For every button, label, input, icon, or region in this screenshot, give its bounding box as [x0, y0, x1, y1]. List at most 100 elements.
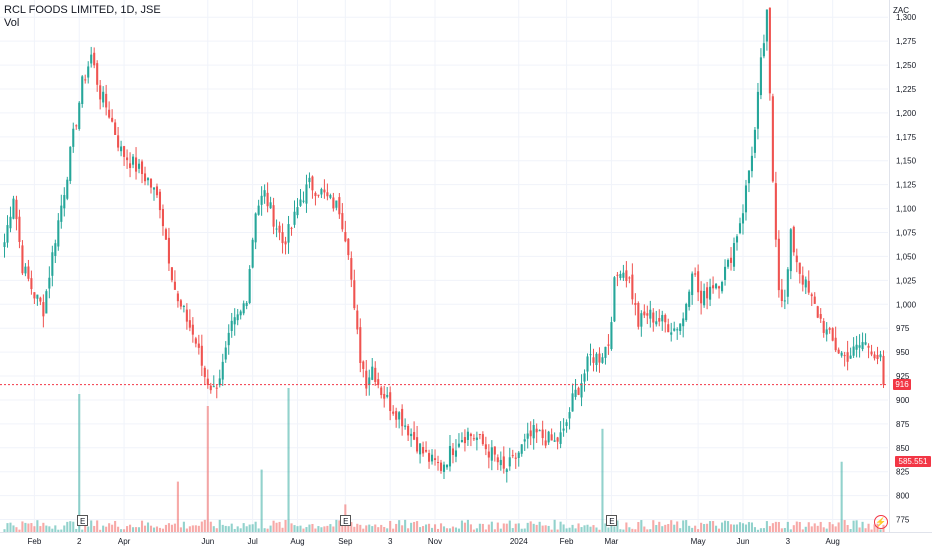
volume-bar — [637, 522, 640, 532]
volume-bar — [517, 523, 520, 532]
candle-body — [371, 366, 374, 380]
volume-label[interactable]: Vol — [4, 17, 20, 29]
candle-body — [607, 344, 610, 346]
volume-bar — [143, 525, 147, 532]
symbol-title[interactable]: RCL FOODS LIMITED, 1D, JSE — [4, 4, 161, 16]
candle-body — [840, 352, 843, 356]
candle-body — [765, 9, 768, 42]
candle-body — [703, 291, 706, 306]
y-tick-label: 925 — [896, 372, 910, 381]
volume-bar — [445, 528, 449, 532]
volume-bar — [224, 525, 227, 532]
candle-body — [547, 431, 550, 443]
volume-bar — [469, 524, 472, 532]
volume-bar — [493, 529, 496, 532]
volume-bar — [852, 520, 855, 532]
candle-body — [137, 163, 141, 169]
volume-bar — [646, 529, 649, 532]
volume-bar — [57, 529, 60, 532]
y-tick-label: 1,200 — [896, 109, 917, 118]
volume-bar — [783, 527, 786, 532]
candle-body — [723, 266, 727, 280]
volume-bar — [326, 525, 329, 532]
candle-body — [852, 346, 855, 356]
y-tick-label: 825 — [896, 468, 910, 477]
volume-bar — [54, 525, 57, 532]
candle-body — [715, 283, 718, 289]
earnings-marker[interactable]: E — [340, 515, 352, 526]
candle-body — [726, 259, 730, 267]
volume-bar — [667, 524, 670, 532]
x-tick-label: Aug — [826, 537, 840, 546]
candle-body — [380, 387, 383, 396]
volume-bar — [550, 529, 553, 532]
candle-body — [416, 437, 419, 452]
volume-bar — [380, 524, 383, 532]
candle-body — [158, 191, 162, 211]
lightning-icon[interactable]: ⚡ — [874, 515, 888, 529]
candle-body — [556, 437, 559, 442]
candle-body — [604, 346, 607, 358]
y-tick-label: 1,075 — [896, 229, 917, 238]
volume-bar — [825, 528, 828, 532]
candle-body — [152, 187, 156, 190]
volume-bar — [706, 523, 709, 532]
earnings-marker[interactable]: E — [606, 515, 618, 526]
volume-bar — [260, 469, 263, 532]
candle-body — [574, 389, 577, 397]
volume-bar — [547, 525, 550, 532]
candle-body — [505, 469, 508, 472]
y-tick-label: 1,125 — [896, 181, 917, 190]
volume-bar — [679, 528, 682, 532]
volume-bar — [284, 519, 287, 532]
volume-bar — [314, 528, 317, 532]
volume-bar — [828, 522, 831, 532]
volume-bar — [248, 524, 251, 532]
candle-body — [694, 273, 697, 275]
volume-bar — [362, 528, 365, 532]
volume-bar — [436, 528, 440, 532]
candle-body — [535, 428, 538, 433]
x-tick-label: Feb — [27, 537, 41, 546]
volume-bar — [335, 519, 338, 532]
volume-bar — [628, 527, 631, 532]
candle-body — [484, 444, 487, 450]
volume-bar — [39, 526, 42, 532]
candle-body — [819, 314, 822, 319]
volume-bar — [580, 527, 583, 532]
volume-bar — [643, 526, 646, 532]
x-tick-label: 2024 — [510, 537, 528, 546]
candle-body — [323, 189, 326, 193]
volume-bar — [422, 526, 425, 532]
candle-body — [24, 266, 27, 274]
candle-body — [795, 255, 798, 263]
earnings-marker[interactable]: E — [77, 515, 89, 526]
candle-body — [499, 459, 502, 466]
candle-body — [422, 447, 425, 454]
volume-bar — [48, 526, 51, 532]
volume-bar — [813, 523, 816, 532]
volume-bar — [126, 526, 129, 532]
volume-bar — [311, 523, 314, 532]
volume-bar — [601, 428, 604, 532]
volume-bar — [254, 521, 257, 532]
candle-body — [278, 225, 281, 233]
volume-bar — [873, 524, 876, 532]
candle-body — [374, 367, 377, 382]
candle-body — [442, 464, 446, 472]
volume-bar — [425, 524, 428, 532]
currency-label[interactable]: ZAC — [893, 6, 909, 15]
candle-body — [628, 277, 631, 279]
candle-body — [108, 109, 111, 118]
y-tick-label: 900 — [896, 396, 910, 405]
candle-body — [78, 102, 81, 130]
volume-bar — [664, 524, 667, 532]
candle-body — [206, 378, 209, 385]
candle-body — [305, 184, 308, 204]
volume-bar — [738, 522, 742, 532]
volume-bar — [60, 529, 63, 532]
volume-bar — [24, 522, 27, 532]
volume-bar — [123, 529, 126, 532]
volume-bar — [6, 523, 9, 532]
